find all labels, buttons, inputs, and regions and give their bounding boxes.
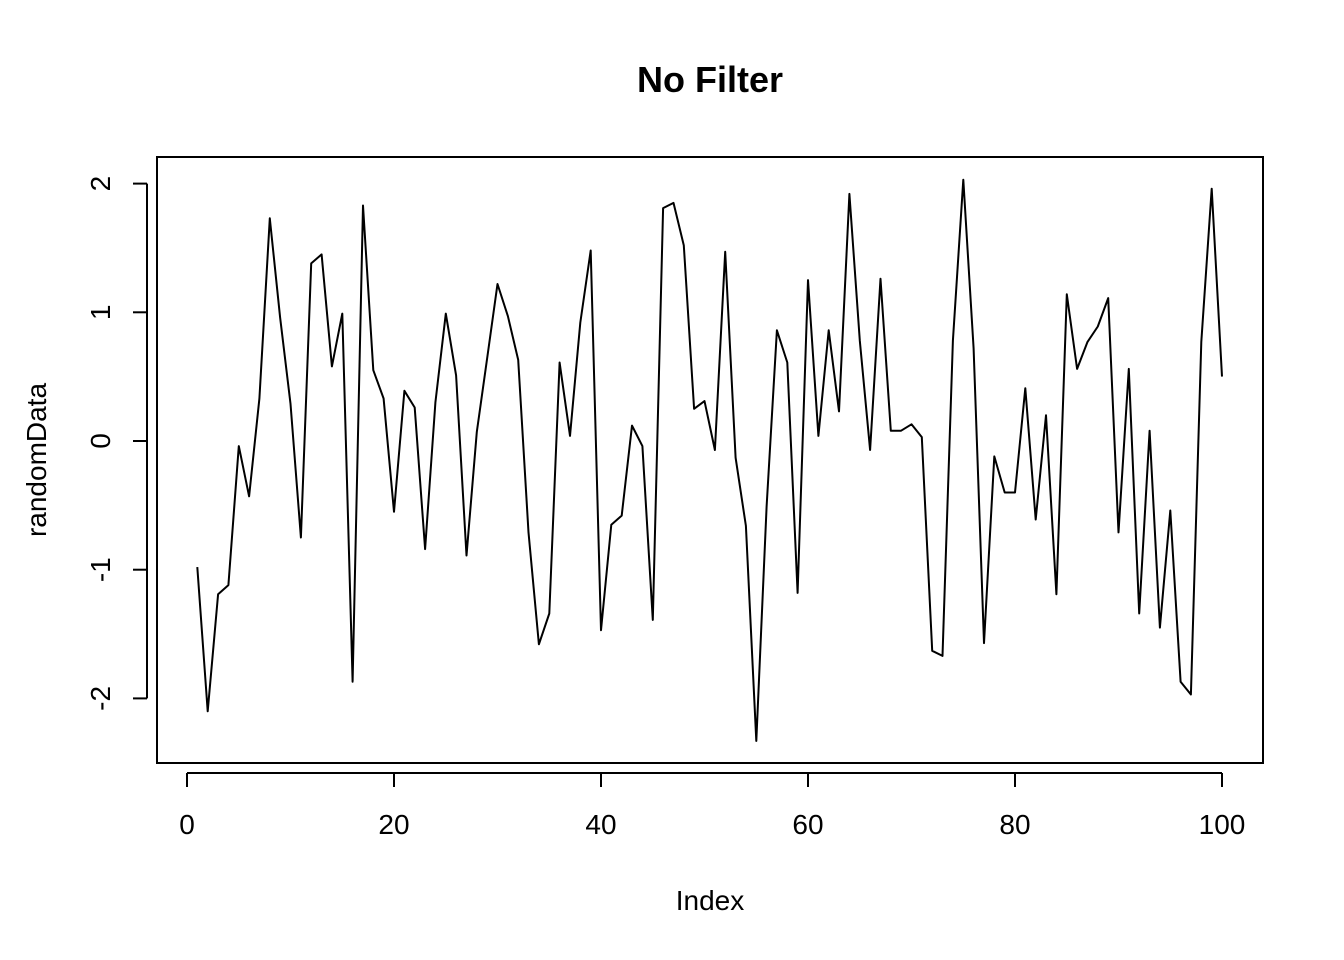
x-tick-label: 40 [585,809,616,840]
y-tick-label: -1 [85,557,116,582]
chart-title: No Filter [637,59,783,100]
plot-frame [156,156,1264,764]
x-axis: 0 20 40 60 80 100 [179,772,1246,840]
x-tick-label: 80 [999,809,1030,840]
x-tick-label: 20 [378,809,409,840]
x-tick-label: 0 [179,809,195,840]
y-axis-label: randomData [21,383,52,538]
y-axis: -2 -1 0 1 2 [85,176,148,711]
y-tick-label: -2 [85,686,116,711]
x-axis-label: Index [676,885,745,916]
x-tick-label: 60 [792,809,823,840]
series-line [196,178,1223,742]
y-tick-label: 2 [85,176,116,192]
y-tick-label: 1 [85,305,116,321]
x-tick-label: 100 [1199,809,1246,840]
y-tick-label: 0 [85,433,116,449]
